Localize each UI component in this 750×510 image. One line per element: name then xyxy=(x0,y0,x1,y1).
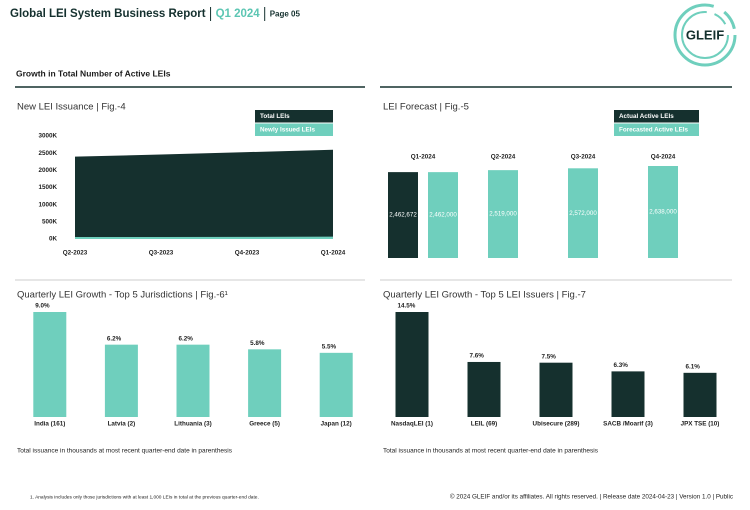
data-label: 5.5% xyxy=(322,344,337,351)
bar xyxy=(683,372,717,417)
footer: © 2024 GLEIF and/or its affiliates. All … xyxy=(450,493,733,501)
chart-note: Total issuance in thousands at most rece… xyxy=(17,448,233,455)
bar xyxy=(104,344,138,417)
legend-swatch xyxy=(614,123,699,136)
x-tick-label: Q2-2023 xyxy=(63,250,88,257)
area xyxy=(75,149,333,239)
report-quarter: Q1 2024 xyxy=(216,8,261,20)
bar xyxy=(539,362,573,417)
x-tick-label: Q2-2024 xyxy=(491,154,516,161)
data-label: 2,462,000 xyxy=(429,212,457,219)
chart-title: Quarterly LEI Growth - Top 5 LEI Issuers… xyxy=(383,290,586,301)
x-tick-label: Latvia (2) xyxy=(108,421,136,428)
legend-label: Total LEIs xyxy=(260,113,290,120)
bar xyxy=(428,172,458,258)
data-label: 7.6% xyxy=(470,353,485,360)
bar xyxy=(176,344,210,417)
legend-swatch xyxy=(614,110,699,123)
bar xyxy=(467,361,501,417)
bar xyxy=(395,312,429,417)
x-tick-label: Q1-2024 xyxy=(321,250,346,257)
data-label: 7.5% xyxy=(542,353,557,360)
x-tick-label: Q3-2024 xyxy=(571,154,596,161)
x-tick-label: Japan (12) xyxy=(321,421,352,428)
y-tick-label: 1000K xyxy=(38,201,57,208)
bar xyxy=(648,166,678,258)
chart-title: LEI Forecast | Fig.-5 xyxy=(383,102,469,113)
y-tick-label: 2500K xyxy=(38,150,57,157)
data-label: 2,638,000 xyxy=(649,209,677,216)
y-tick-label: 1500K xyxy=(38,184,57,191)
logo-ring xyxy=(681,11,729,59)
report-title: Global LEI System Business Report xyxy=(10,8,206,20)
area xyxy=(75,236,333,239)
data-label: 6.3% xyxy=(614,362,629,369)
x-tick-label: Greece (5) xyxy=(249,421,280,428)
logo-ring xyxy=(673,3,737,67)
bar xyxy=(248,349,282,417)
section-title: Growth in Total Number of Active LEIs xyxy=(16,68,171,78)
legend-swatch xyxy=(255,123,333,136)
x-tick-label: SACB /Moarif (3) xyxy=(603,421,653,428)
data-label: 6.2% xyxy=(179,335,194,342)
legend-label: Forecasted Active LEIs xyxy=(619,127,689,134)
x-tick-label: India (161) xyxy=(34,421,65,428)
data-label: 2,462,672 xyxy=(389,212,417,219)
x-tick-label: Q4-2024 xyxy=(651,154,676,161)
logo-text: GLEIF xyxy=(686,27,724,42)
data-label: 14.5% xyxy=(398,303,416,310)
logo: GLEIF xyxy=(673,3,737,67)
data-label: 6.1% xyxy=(686,363,701,370)
x-tick-label: Ubisecure (289) xyxy=(533,421,580,428)
data-label: 5.8% xyxy=(250,340,265,347)
y-tick-label: 2000K xyxy=(38,167,57,174)
legend-swatch xyxy=(255,110,333,123)
chart-title: New LEI Issuance | Fig.-4 xyxy=(17,102,126,113)
page-number: Page 05 xyxy=(270,10,301,19)
chart-note: Total issuance in thousands at most rece… xyxy=(383,448,599,455)
y-tick-label: 500K xyxy=(42,219,58,226)
x-tick-label: JPX TSE (10) xyxy=(681,421,720,428)
legend-label: Actual Active LEIs xyxy=(619,113,674,120)
y-tick-label: 0K xyxy=(49,236,58,243)
x-tick-label: Q1-2024 xyxy=(411,154,436,161)
x-tick-label: NasdaqLEI (1) xyxy=(391,421,433,428)
bar xyxy=(388,172,418,258)
data-label: 2,572,000 xyxy=(569,210,597,217)
footnote: 1. Analysis includes only those jurisdic… xyxy=(30,494,259,500)
chart-title: Quarterly LEI Growth - Top 5 Jurisdictio… xyxy=(17,290,228,301)
bar xyxy=(611,371,645,417)
y-tick-label: 3000K xyxy=(38,133,57,140)
bar xyxy=(33,312,67,417)
x-tick-label: Lithuania (3) xyxy=(174,421,211,428)
bar xyxy=(319,352,353,417)
data-label: 9.0% xyxy=(35,303,50,310)
x-tick-label: LEIL (69) xyxy=(471,421,497,428)
x-tick-label: Q4-2023 xyxy=(235,250,260,257)
data-label: 6.2% xyxy=(107,335,122,342)
x-tick-label: Q3-2023 xyxy=(149,250,174,257)
bar xyxy=(488,170,518,258)
bar xyxy=(568,168,598,258)
data-label: 2,519,000 xyxy=(489,211,517,218)
legend-label: Newly Issued LEIs xyxy=(260,127,315,134)
